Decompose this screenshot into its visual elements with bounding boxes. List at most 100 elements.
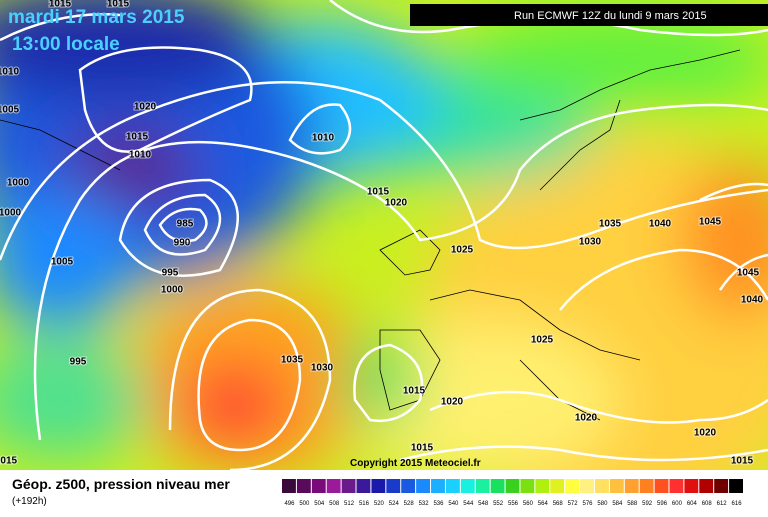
isobar-label: 1030 xyxy=(311,363,334,374)
isobar-label: 1015 xyxy=(49,0,72,10)
isobar-label: 1010 xyxy=(129,150,152,161)
isobar-label: 1005 xyxy=(0,105,20,116)
copyright: Copyright 2015 Meteociel.fr xyxy=(350,458,481,469)
scale-label: 568 xyxy=(553,501,564,507)
scale-cell xyxy=(371,479,386,493)
scale-cell xyxy=(624,479,639,493)
scale-cell xyxy=(296,479,311,493)
scale-cell xyxy=(594,479,609,493)
isobar-label: 1010 xyxy=(0,67,20,78)
isobar-label: 1015 xyxy=(126,132,149,143)
isobar xyxy=(118,178,240,277)
isobar-label: 1040 xyxy=(741,295,764,306)
scale-cell xyxy=(684,479,699,493)
scale-label: 520 xyxy=(374,501,385,507)
scale-cell xyxy=(356,479,371,493)
scale-cell xyxy=(565,479,580,493)
scale-cell xyxy=(282,479,296,493)
isobar-label: 1000 xyxy=(7,178,30,189)
isobar-label: 1015 xyxy=(731,456,754,467)
scale-label: 532 xyxy=(419,501,430,507)
scale-cell xyxy=(669,479,684,493)
scale-cell xyxy=(714,479,729,493)
isobar-label: 1025 xyxy=(451,245,474,256)
scale-label: 612 xyxy=(717,501,728,507)
isobar-label: 1015 xyxy=(403,386,426,397)
scale-label: 580 xyxy=(597,501,608,507)
isobar xyxy=(399,182,768,462)
scale-label: 528 xyxy=(404,501,415,507)
date-text: mardi 17 mars 2015 xyxy=(8,7,185,28)
scale-label: 544 xyxy=(463,501,474,507)
isobar xyxy=(0,80,768,261)
scale-label: 592 xyxy=(642,501,653,507)
scale-label: 560 xyxy=(523,501,534,507)
scale-label: 576 xyxy=(583,501,594,507)
isobar-label: 1020 xyxy=(575,413,598,424)
scale-label: 504 xyxy=(314,501,325,507)
scale-cell xyxy=(401,479,416,493)
scale-cell xyxy=(311,479,326,493)
scale-label: 536 xyxy=(433,501,444,507)
scale-cell xyxy=(699,479,714,493)
scale-cell xyxy=(431,479,445,493)
isobar-label: 1025 xyxy=(531,335,554,346)
scale-cell xyxy=(416,479,431,493)
scale-cell xyxy=(326,479,341,493)
isobar-label: 1030 xyxy=(579,237,602,248)
scale-cell xyxy=(535,479,550,493)
isobar xyxy=(168,288,332,470)
footer-lead: (+192h) xyxy=(12,496,47,507)
isobar-label: 995 xyxy=(70,357,87,368)
isobar-label: 1020 xyxy=(441,397,464,408)
isobar-label: 1020 xyxy=(385,198,408,209)
scale-cell xyxy=(490,479,505,493)
run-box xyxy=(410,4,768,26)
time-text: 13:00 locale xyxy=(12,34,120,55)
scale-cell xyxy=(386,479,401,493)
isobar-label: 1000 xyxy=(161,285,184,296)
isobar-label: 1045 xyxy=(699,217,722,228)
isobar xyxy=(33,103,768,441)
scale-label: 604 xyxy=(687,501,698,507)
isobar-label: 985 xyxy=(177,219,194,230)
scale-label: 512 xyxy=(344,501,355,507)
scale-label: 596 xyxy=(657,501,668,507)
scale-label: 564 xyxy=(538,501,549,507)
isobar-label: 1020 xyxy=(694,428,717,439)
scale-cell xyxy=(654,479,669,493)
scale-cell xyxy=(729,479,743,493)
scale-cell xyxy=(445,479,460,493)
isobar-label: 1040 xyxy=(649,219,672,230)
isobar-label: 1015 xyxy=(367,187,390,198)
scale-label: 548 xyxy=(478,501,489,507)
scale-label: 608 xyxy=(702,501,713,507)
footer-title: Géop. z500, pression niveau mer xyxy=(12,476,230,492)
scale-label: 616 xyxy=(732,501,743,507)
isobar xyxy=(288,103,352,155)
scale-cell xyxy=(505,479,520,493)
isobar-label: 1035 xyxy=(281,355,304,366)
scale-label: 500 xyxy=(299,501,310,507)
scale-label: 540 xyxy=(448,501,459,507)
scale-cell xyxy=(580,479,594,493)
scale-label: 508 xyxy=(329,501,340,507)
isobar-label: 1015 xyxy=(411,443,434,454)
scale-cell xyxy=(475,479,490,493)
scale-cell xyxy=(639,479,654,493)
isobar-labels: 1015101510101020101510101005100010001010… xyxy=(0,0,765,468)
isobar-label: 1015 xyxy=(107,0,130,10)
scale-label: 552 xyxy=(493,501,504,507)
isobar xyxy=(353,343,424,423)
scale-cell xyxy=(609,479,624,493)
isobar-label: 1020 xyxy=(134,102,157,113)
isobar-label: 1010 xyxy=(312,133,335,144)
isobar-label: 1000 xyxy=(0,208,22,219)
isobar-label: 1045 xyxy=(737,268,760,279)
scale-label: 524 xyxy=(389,501,400,507)
scale-label: 588 xyxy=(627,501,638,507)
scale-label: 600 xyxy=(672,501,683,507)
scale-label: 516 xyxy=(359,501,370,507)
